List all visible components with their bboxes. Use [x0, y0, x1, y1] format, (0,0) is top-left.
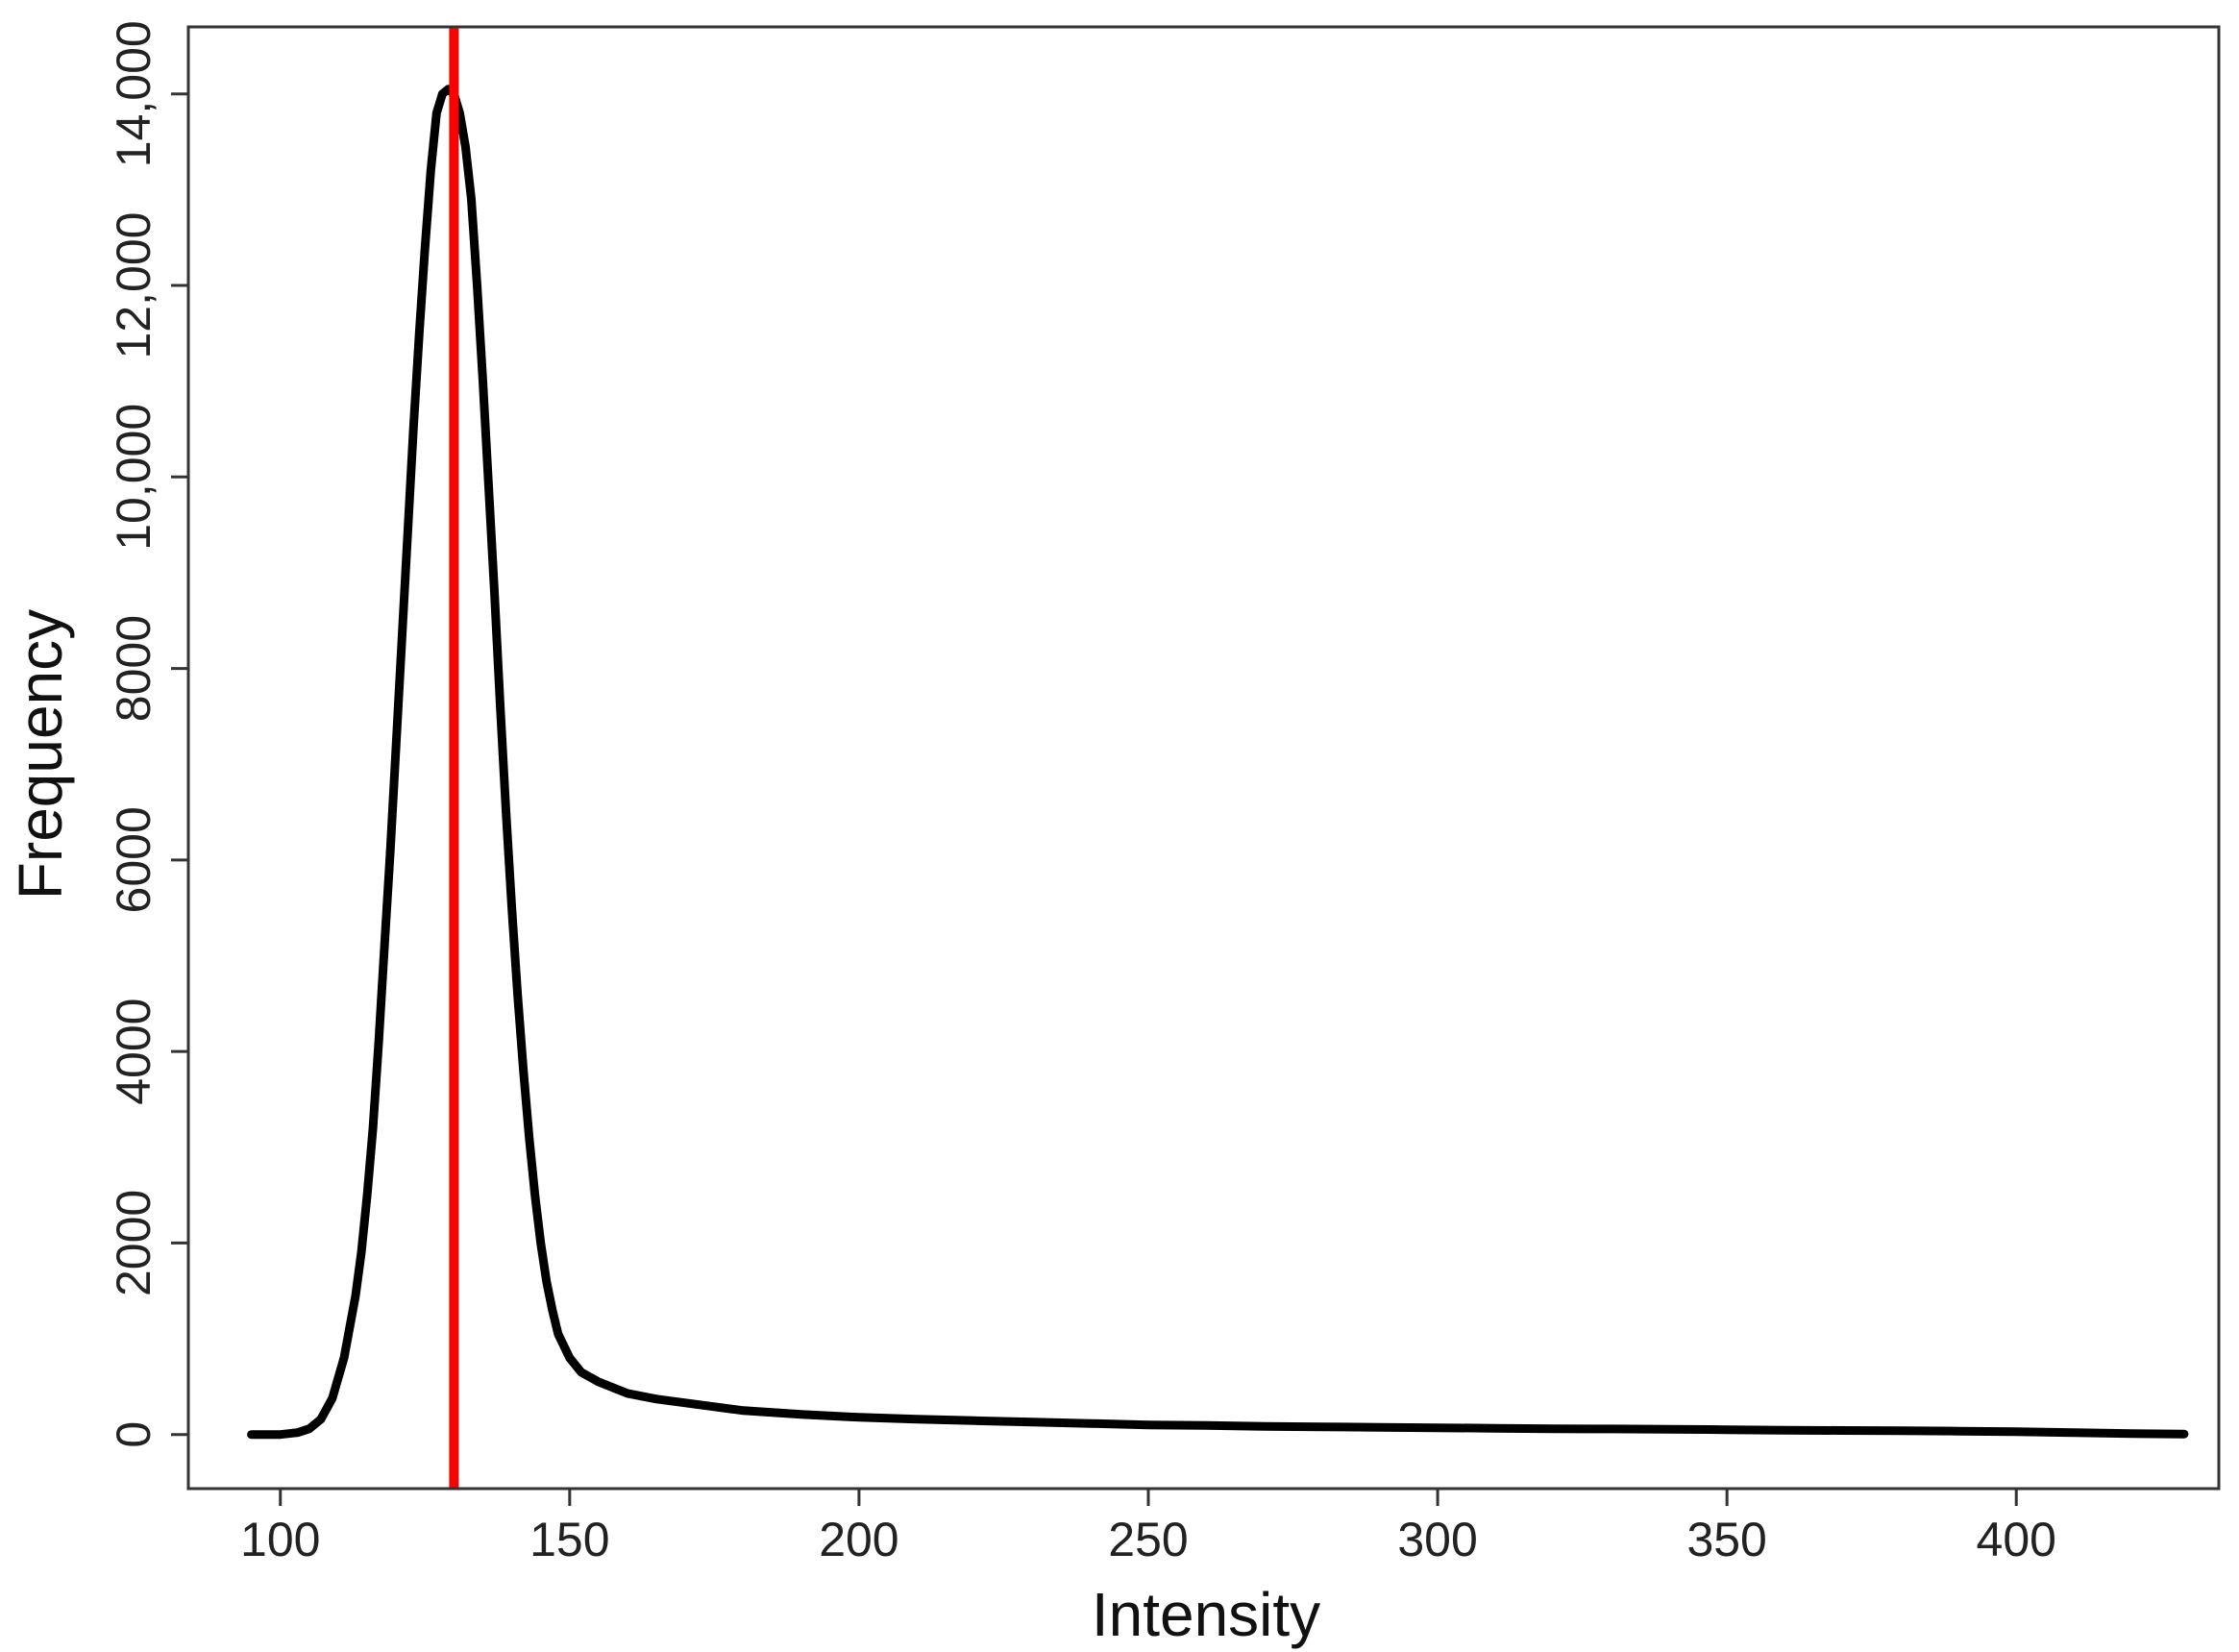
series-layer — [247, 85, 2189, 1440]
x-axis-title: Intensity — [1092, 1580, 1320, 1649]
x-tick-label: 300 — [1397, 1513, 1477, 1566]
plot-frame — [186, 25, 2221, 1491]
y-tick-label: 12,000 — [107, 212, 160, 359]
y-axis-title: Frequency — [6, 609, 75, 900]
y-tick-label: 2000 — [107, 1190, 160, 1296]
x-tick-label: 400 — [1977, 1513, 2056, 1566]
y-tick-label: 8000 — [107, 615, 160, 722]
y-tick-label: 14,000 — [107, 20, 160, 167]
x-tick-label: 200 — [819, 1513, 898, 1566]
x-tick-label: 100 — [240, 1513, 320, 1566]
y-tick-label: 6000 — [107, 806, 160, 913]
axis-ticks: 100 150 200 250 300 350 4000200040006000800010… — [107, 20, 2056, 1566]
x-tick-label: 350 — [1686, 1513, 1766, 1566]
y-tick-label: 0 — [107, 1421, 160, 1448]
y-tick-label: 10,000 — [107, 404, 160, 551]
frequency-series-line — [247, 85, 2189, 1440]
x-tick-label: 150 — [529, 1513, 609, 1566]
x-tick-label: 250 — [1108, 1513, 1188, 1566]
y-tick-label: 4000 — [107, 999, 160, 1105]
